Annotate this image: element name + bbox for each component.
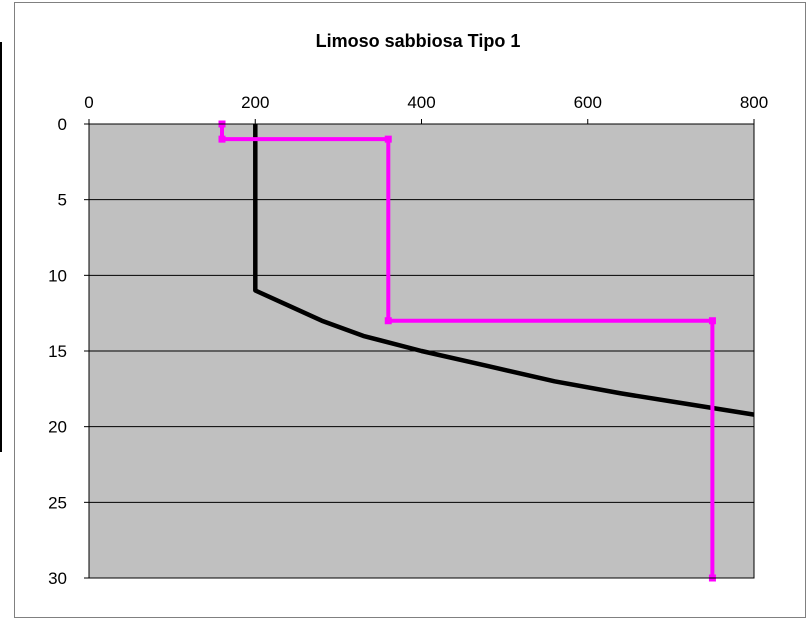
x-tick-label: 400 xyxy=(407,93,435,112)
x-tick-label: 800 xyxy=(740,93,768,112)
x-tick-label: 200 xyxy=(241,93,269,112)
y-tick-label: 15 xyxy=(48,342,67,361)
y-tick-label: 20 xyxy=(48,418,67,437)
y-tick-label: 5 xyxy=(58,191,67,210)
chart-title: Limoso sabbiosa Tipo 1 xyxy=(315,31,521,51)
chart-frame xyxy=(14,2,806,618)
y-tick-label: 0 xyxy=(58,115,67,134)
y-tick-label: 30 xyxy=(48,569,67,588)
x-axis-ticks: 0 200 400 600 800 xyxy=(84,93,768,124)
left-edge-marker xyxy=(0,42,2,452)
x-tick-label: 0 xyxy=(84,93,93,112)
series-2-marker xyxy=(384,135,392,143)
series-2-marker xyxy=(384,317,392,325)
series-2-marker xyxy=(218,135,226,143)
y-axis-ticks: 0 5 10 15 20 25 30 xyxy=(48,115,89,588)
x-tick-label: 600 xyxy=(574,93,602,112)
y-tick-label: 25 xyxy=(48,493,67,512)
series-line-1 xyxy=(253,124,755,417)
series-2-marker xyxy=(708,317,716,325)
y-tick-label: 10 xyxy=(48,266,67,285)
plot-border xyxy=(88,123,755,579)
